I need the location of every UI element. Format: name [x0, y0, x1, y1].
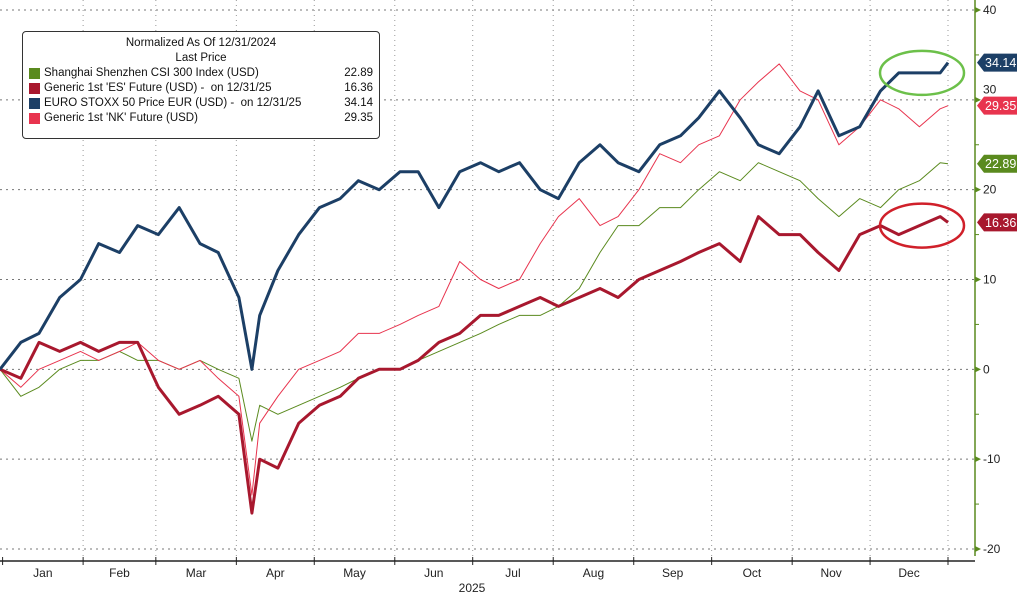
legend-label: EURO STOXX 50 Price EUR (USD) - on 12/31… — [44, 97, 302, 109]
annotation-ellipse — [878, 49, 966, 97]
legend-label: Generic 1st 'ES' Future (USD) - on 12/31… — [44, 82, 272, 94]
legend-title: Normalized As Of 12/31/2024 — [125, 37, 277, 49]
legend-value: 34.14 — [344, 97, 373, 109]
series-line — [0, 63, 949, 496]
legend-swatch — [29, 98, 40, 109]
x-tick-label: Dec — [898, 566, 919, 580]
legend-swatch — [29, 68, 40, 79]
legend-label: Generic 1st 'NK' Future (USD) — [44, 112, 198, 124]
grid — [0, 0, 975, 561]
last-value-label: 22.89 — [985, 157, 1016, 171]
last-value-tag — [977, 213, 1017, 232]
y-tick-label: 0 — [983, 362, 990, 376]
legend-rows: Shanghai Shenzhen CSI 300 Index (USD) 22.… — [29, 66, 373, 126]
legend-item: Shanghai Shenzhen CSI 300 Index (USD) 22.… — [29, 66, 373, 81]
y-tick-label: 40 — [983, 3, 997, 17]
legend-subtitle: Last Price — [175, 52, 227, 64]
y-tick-label: 20 — [983, 183, 997, 197]
x-tick-label: Sep — [662, 566, 684, 580]
legend-item: Generic 1st 'ES' Future (USD) - on 12/31… — [29, 81, 373, 96]
legend-value: 16.36 — [344, 82, 373, 94]
legend-label: Shanghai Shenzhen CSI 300 Index (USD) — [44, 67, 259, 79]
series-line — [0, 215, 949, 515]
x-tick-label: Nov — [820, 566, 841, 580]
y-tick-mark — [975, 96, 981, 103]
y-tick-label: 30 — [983, 83, 997, 97]
x-tick-label: Jul — [505, 566, 520, 580]
last-value-tag — [977, 53, 1017, 72]
annotations — [878, 49, 966, 249]
y-tick-label: 10 — [983, 273, 997, 287]
x-tick-label: Mar — [186, 566, 207, 580]
series-lines — [0, 61, 950, 515]
legend-value: 29.35 — [344, 112, 373, 124]
last-value-label: 34.14 — [985, 56, 1016, 70]
y-tick-label: -20 — [983, 542, 1001, 556]
series-line — [0, 162, 949, 442]
legend-swatch — [29, 83, 40, 94]
legend-swatch — [29, 113, 40, 124]
x-year-label: 2025 — [459, 581, 486, 595]
y-tick-mark — [975, 546, 981, 552]
y-tick-mark — [975, 276, 981, 283]
legend-item: Generic 1st 'NK' Future (USD) 29.35 — [29, 111, 373, 126]
last-value-label: 29.35 — [985, 99, 1016, 113]
x-tick-label: Aug — [583, 566, 604, 580]
legend-item: EURO STOXX 50 Price EUR (USD) - on 12/31… — [29, 96, 373, 111]
x-tick-label: May — [343, 566, 366, 580]
x-tick-label: Jan — [33, 566, 52, 580]
x-tick-label: Feb — [109, 566, 130, 580]
legend-value: 22.89 — [344, 67, 373, 79]
y-tick-mark — [975, 456, 981, 463]
y-tick-label: -10 — [983, 452, 1001, 466]
legend: Normalized As Of 12/31/2024 Last Price S… — [22, 31, 380, 139]
x-tick-label: Jun — [424, 566, 443, 580]
annotation-ellipse — [878, 202, 966, 249]
y-tick-mark — [975, 186, 981, 193]
y-tick-mark — [975, 366, 981, 373]
y-tick-mark — [975, 7, 981, 13]
x-tick-label: Apr — [266, 566, 285, 580]
last-value-label: 16.36 — [985, 216, 1016, 230]
series-line — [0, 61, 950, 371]
last-value-tag — [977, 96, 1017, 115]
last-value-tag — [977, 154, 1017, 173]
x-tick-label: Oct — [743, 566, 762, 580]
